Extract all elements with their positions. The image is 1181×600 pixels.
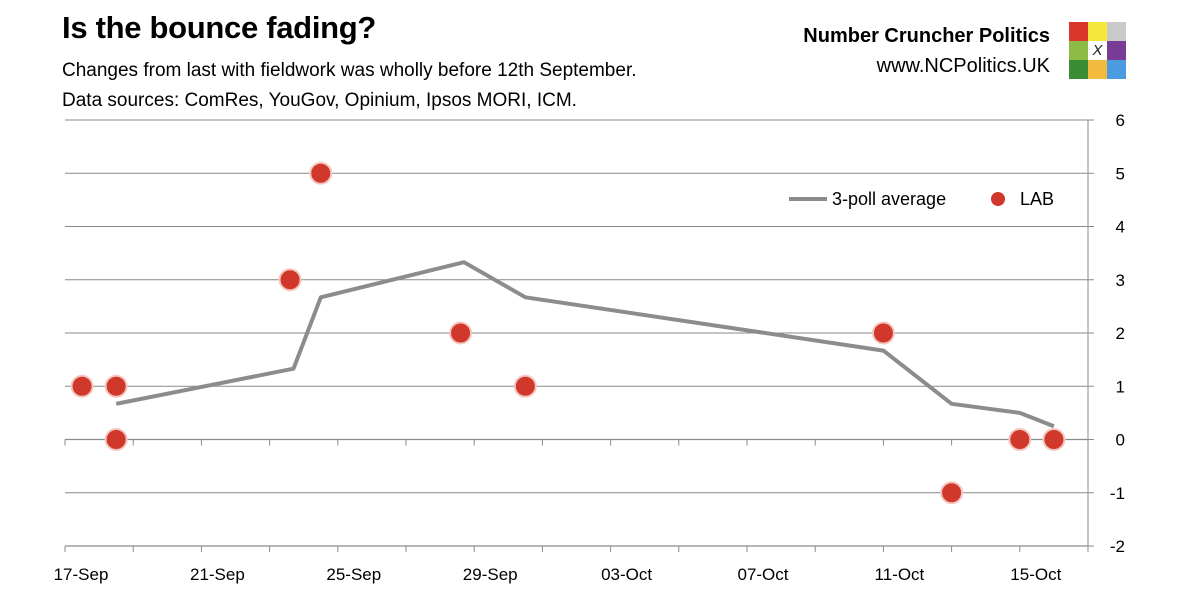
chart-subtitle: Changes from last with fieldwork was who… <box>62 60 637 81</box>
logo-tile <box>1069 22 1088 41</box>
logo-tile <box>1088 22 1107 41</box>
x-tick-label: 15-Oct <box>1010 565 1061 584</box>
legend-label: 3-poll average <box>832 189 946 209</box>
brand-logo: X <box>1069 22 1126 79</box>
y-tick-label: 4 <box>1116 218 1125 237</box>
data-point-lab <box>871 321 895 345</box>
x-tick-label: 17-Sep <box>54 565 109 584</box>
logo-tile <box>1107 22 1126 41</box>
data-point-lab <box>449 321 473 345</box>
y-tick-label: 3 <box>1116 271 1125 290</box>
data-point-lab <box>1042 428 1066 451</box>
data-sources-note: Data sources: ComRes, YouGov, Opinium, I… <box>62 90 577 111</box>
y-tick-label: -2 <box>1110 537 1125 556</box>
data-point-lab <box>278 268 302 292</box>
data-point-lab <box>513 374 537 398</box>
x-tick-label: 07-Oct <box>737 565 788 584</box>
x-tick-label: 21-Sep <box>190 565 245 584</box>
brand-url: www.NCPolitics.UK <box>876 55 1050 77</box>
data-point-lab <box>940 481 964 505</box>
data-point-lab <box>104 374 128 398</box>
x-tick-label: 29-Sep <box>463 565 518 584</box>
y-tick-label: 0 <box>1116 431 1125 450</box>
chart-title: Is the bounce fading? <box>62 10 377 45</box>
brand-name: Number Cruncher Politics <box>803 25 1050 47</box>
logo-mark: X <box>1088 41 1107 60</box>
y-tick-label: 5 <box>1116 164 1125 183</box>
data-point-lab <box>70 374 94 398</box>
logo-tile <box>1107 60 1126 79</box>
legend-label: LAB <box>1020 189 1054 209</box>
y-tick-label: 6 <box>1116 111 1125 130</box>
data-point-lab <box>1008 428 1032 451</box>
x-tick-label: 25-Sep <box>326 565 381 584</box>
y-tick-label: 1 <box>1116 377 1125 396</box>
y-tick-label: -1 <box>1110 484 1125 503</box>
logo-tile <box>1088 60 1107 79</box>
x-tick-label: 03-Oct <box>601 565 652 584</box>
data-point-lab <box>309 161 333 185</box>
legend-dot-swatch <box>991 192 1005 206</box>
series-line-3-poll-average <box>115 260 1055 429</box>
logo-tile <box>1069 41 1088 60</box>
x-tick-label: 11-Oct <box>875 565 925 584</box>
y-tick-label: 2 <box>1116 324 1125 343</box>
logo-tile <box>1107 41 1126 60</box>
data-point-lab <box>104 428 128 451</box>
logo-tile <box>1069 60 1088 79</box>
